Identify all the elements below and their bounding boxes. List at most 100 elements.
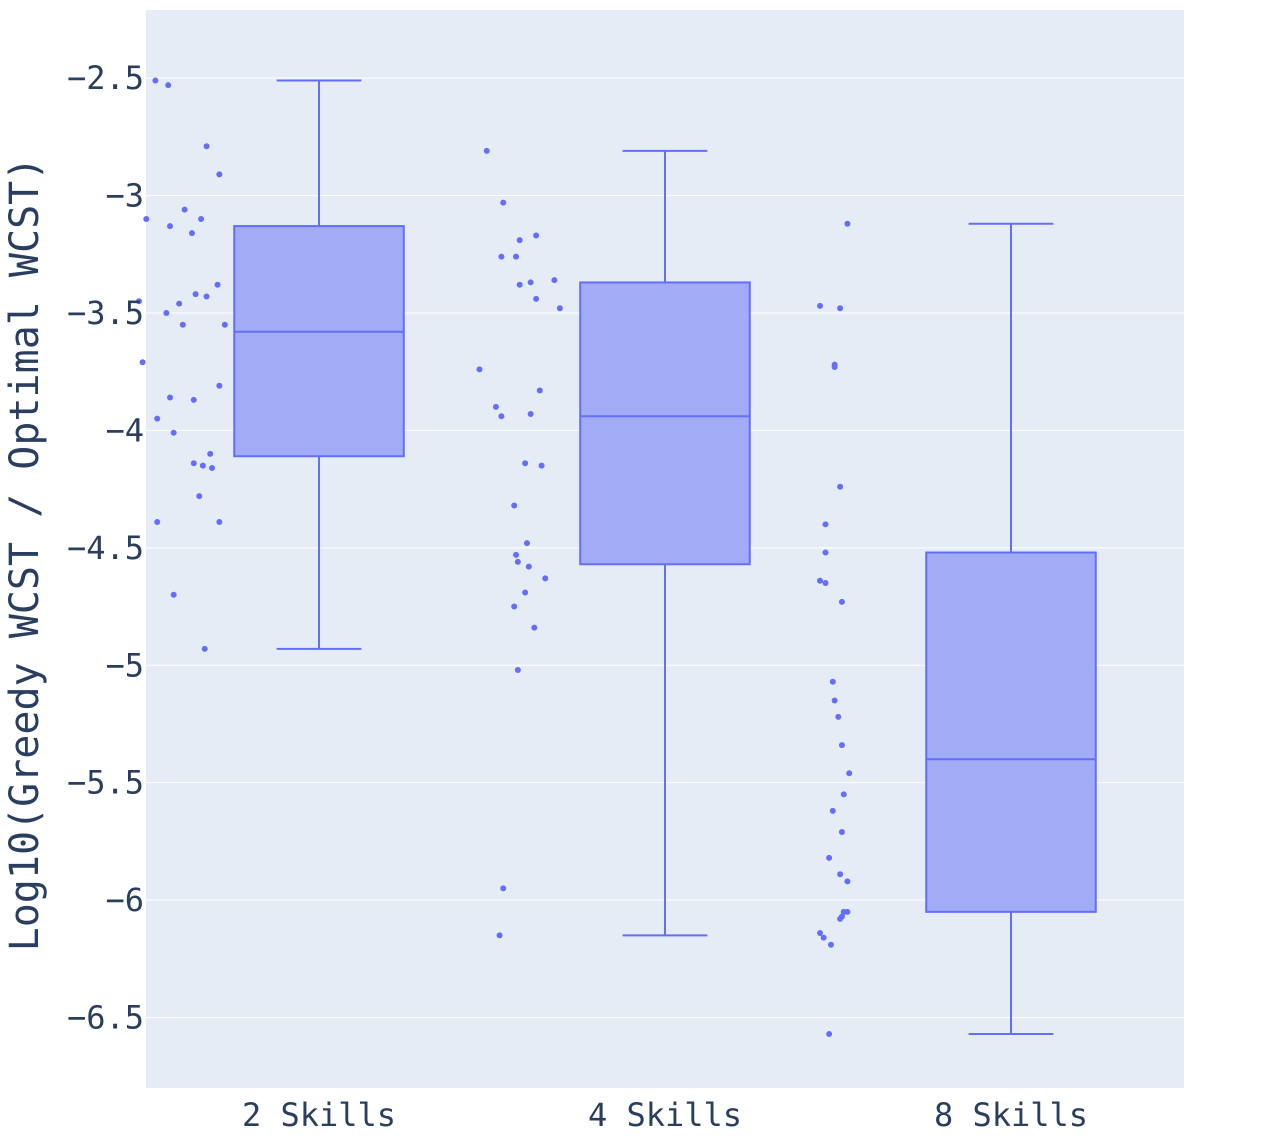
data-point xyxy=(203,143,210,150)
data-point xyxy=(817,302,824,309)
data-point xyxy=(522,460,529,467)
data-point xyxy=(196,493,203,500)
x-tick-label: 8 Skills xyxy=(934,1096,1088,1134)
boxes xyxy=(233,79,1097,1035)
data-point xyxy=(523,540,530,547)
data-point xyxy=(216,518,223,525)
data-point xyxy=(154,518,161,525)
data-point xyxy=(556,305,563,312)
data-point xyxy=(498,253,505,260)
data-point xyxy=(514,666,521,673)
y-tick-label: −3 xyxy=(105,177,144,215)
data-point xyxy=(209,464,216,471)
data-point xyxy=(838,742,845,749)
data-point xyxy=(216,382,223,389)
box-2 xyxy=(579,149,751,937)
data-point xyxy=(522,589,529,596)
data-point xyxy=(500,885,507,892)
data-point xyxy=(536,387,543,394)
data-point xyxy=(511,603,518,610)
data-point xyxy=(516,281,523,288)
data-point xyxy=(170,429,177,436)
data-point xyxy=(542,575,549,582)
data-point xyxy=(199,462,206,469)
data-point xyxy=(837,871,844,878)
data-point xyxy=(831,697,838,704)
data-point xyxy=(829,807,836,814)
data-point xyxy=(170,591,177,598)
data-point xyxy=(201,645,208,652)
data-point xyxy=(817,577,824,584)
data-point xyxy=(551,277,558,284)
data-points xyxy=(135,77,853,1037)
data-point xyxy=(822,521,829,528)
data-point xyxy=(817,929,824,936)
data-point xyxy=(835,713,842,720)
data-point xyxy=(207,450,214,457)
data-point xyxy=(822,580,829,587)
y-tick-label: −4.5 xyxy=(67,529,144,567)
data-point xyxy=(135,298,142,305)
data-point xyxy=(838,829,845,836)
data-point xyxy=(527,279,534,286)
data-point xyxy=(167,223,174,230)
data-point xyxy=(496,932,503,939)
box-3 xyxy=(925,222,1097,1035)
data-point xyxy=(846,770,853,777)
x-tick-label: 4 Skills xyxy=(588,1096,742,1134)
data-point xyxy=(154,415,161,422)
iqr-box xyxy=(233,225,405,458)
data-point xyxy=(483,147,490,154)
data-point xyxy=(837,915,844,922)
data-point xyxy=(840,791,847,798)
data-point xyxy=(531,624,538,631)
data-point xyxy=(498,413,505,420)
y-tick-label: −2.5 xyxy=(67,59,144,97)
data-point xyxy=(214,281,221,288)
y-tick-label: −6 xyxy=(105,881,144,919)
x-axis-ticks: 2 Skills 4 Skills 8 Skills xyxy=(242,1096,1088,1134)
data-point xyxy=(829,678,836,685)
data-point xyxy=(179,321,186,328)
data-point xyxy=(192,291,199,298)
data-point xyxy=(837,305,844,312)
data-point xyxy=(216,171,223,178)
data-point xyxy=(500,199,507,206)
data-point xyxy=(143,216,150,223)
data-point xyxy=(513,551,520,558)
data-point xyxy=(820,934,827,941)
data-point xyxy=(181,206,188,213)
y-axis-title: Log10(Greedy WCST / Optimal WCST) xyxy=(2,157,48,952)
data-point xyxy=(527,410,534,417)
data-point xyxy=(152,77,159,84)
data-point xyxy=(190,396,197,403)
data-point xyxy=(511,502,518,509)
y-axis-ticks: −2.5 −3 −3.5 −4 −4.5 −5 −5.5 −6 −6.5 xyxy=(67,59,144,1036)
data-point xyxy=(513,253,520,260)
data-point xyxy=(533,232,540,239)
iqr-box xyxy=(925,551,1097,913)
data-point xyxy=(203,293,210,300)
x-tick-label: 2 Skills xyxy=(242,1096,396,1134)
data-point xyxy=(198,216,205,223)
data-point xyxy=(176,300,183,307)
data-point xyxy=(139,359,146,366)
iqr-box xyxy=(579,281,751,566)
data-point xyxy=(492,403,499,410)
data-point xyxy=(525,563,532,570)
data-point xyxy=(476,366,483,373)
data-point xyxy=(844,220,851,227)
y-tick-label: −5.5 xyxy=(67,764,144,802)
data-point xyxy=(840,908,847,915)
data-point xyxy=(844,878,851,885)
y-tick-label: −5 xyxy=(105,646,144,684)
data-point xyxy=(514,558,521,565)
data-point xyxy=(221,321,228,328)
data-point xyxy=(190,460,197,467)
data-point xyxy=(188,230,195,237)
data-point xyxy=(533,295,540,302)
y-tick-label: −4 xyxy=(105,411,144,449)
data-point xyxy=(831,363,838,370)
y-tick-label: −3.5 xyxy=(67,294,144,332)
